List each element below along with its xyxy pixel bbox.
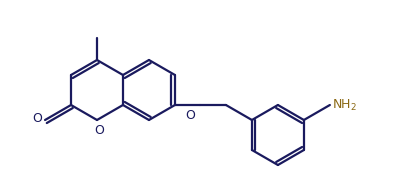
Text: NH$_2$: NH$_2$ bbox=[332, 97, 357, 113]
Text: O: O bbox=[185, 109, 194, 122]
Text: O: O bbox=[32, 113, 42, 126]
Text: O: O bbox=[94, 124, 104, 137]
